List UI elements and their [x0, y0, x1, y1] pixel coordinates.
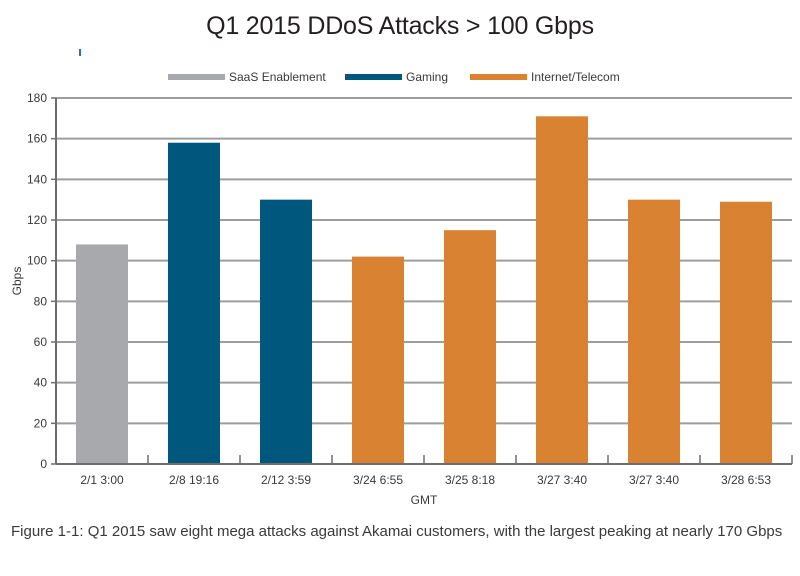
bar	[168, 142, 220, 464]
x-tick-label: 3/27 3:40	[629, 473, 679, 487]
y-tick-label: 0	[40, 457, 47, 471]
chart-title: Q1 2015 DDoS Attacks > 100 Gbps	[206, 12, 594, 40]
legend-item: SaaS Enablement	[168, 70, 326, 84]
bar	[720, 201, 772, 464]
decorative-mark	[79, 49, 81, 56]
x-tick-label: 3/25 8:18	[445, 473, 495, 487]
legend-swatch	[345, 74, 402, 80]
x-tick-label: 3/28 6:53	[721, 473, 771, 487]
y-tick-label: 140	[27, 172, 47, 186]
y-tick-label: 60	[34, 335, 48, 349]
y-tick-label: 80	[34, 294, 48, 308]
legend-label: Gaming	[406, 70, 448, 84]
axes	[55, 98, 792, 465]
bar	[628, 199, 680, 464]
legend-swatch	[470, 74, 527, 80]
bar	[352, 256, 404, 464]
x-tick-label: 2/12 3:59	[261, 473, 311, 487]
figure-caption: Figure 1-1: Q1 2015 saw eight mega attac…	[11, 523, 783, 540]
gridlines	[56, 97, 792, 425]
x-axis-title: GMT	[411, 493, 438, 507]
y-tick-label: 20	[34, 416, 48, 430]
legend-label: SaaS Enablement	[229, 70, 326, 84]
x-tick-label: 3/27 3:40	[537, 473, 587, 487]
bar	[536, 116, 588, 465]
y-tick-label: 160	[27, 132, 47, 146]
x-tick-label: 2/1 3:00	[80, 473, 124, 487]
bar-chart: SaaS Enablement Gaming Internet/Telecom 0 2…	[10, 70, 793, 507]
bar	[260, 199, 312, 464]
y-tick-label: 120	[27, 213, 47, 227]
y-axis-title: Gbps	[10, 267, 24, 296]
x-tick-label: 2/8 19:16	[169, 473, 219, 487]
bar	[444, 230, 496, 464]
y-tick-label: 100	[27, 254, 47, 268]
legend-item: Gaming	[345, 70, 448, 84]
y-tick-label: 180	[27, 91, 47, 105]
x-axis-ticks: 2/1 3:00 2/8 19:16 2/12 3:59 3/24 6:55 3/25 …	[80, 455, 793, 487]
bar	[76, 244, 128, 464]
legend-swatch	[168, 74, 225, 80]
x-tick-label: 3/24 6:55	[353, 473, 403, 487]
bars	[76, 116, 772, 465]
y-axis-ticks: 0 20 40 60 80 100 120 140 160 180	[27, 91, 56, 471]
legend: SaaS Enablement Gaming Internet/Telecom	[168, 70, 620, 84]
legend-item: Internet/Telecom	[470, 70, 620, 84]
legend-label: Internet/Telecom	[531, 70, 620, 84]
y-tick-label: 40	[34, 376, 48, 390]
